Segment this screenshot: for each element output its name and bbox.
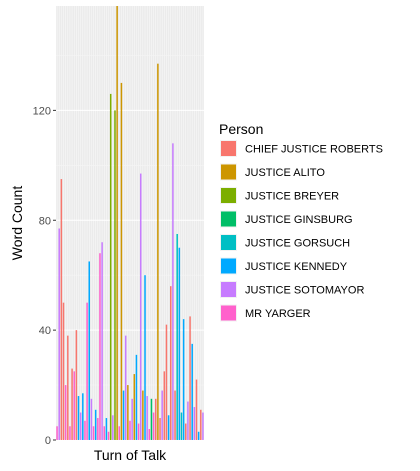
legend-key (221, 235, 236, 250)
bar (58, 228, 60, 440)
bar (73, 371, 75, 440)
legend-key (221, 188, 236, 203)
legend-label: CHIEF JUSTICE ROBERTS (245, 144, 383, 156)
legend-label: JUSTICE GORSUCH (245, 238, 350, 250)
bar (142, 390, 144, 440)
bar (193, 407, 196, 440)
bar (165, 324, 168, 440)
bar (146, 396, 148, 440)
bar (129, 420, 131, 440)
bar (154, 398, 157, 440)
bar (94, 409, 97, 440)
bar (176, 233, 178, 440)
bar (191, 343, 193, 440)
y-axis: 0 40 80 120 (33, 105, 56, 447)
legend-key (221, 305, 236, 321)
bar (148, 429, 151, 440)
y-tick-label: 80 (39, 215, 51, 227)
legend-label: JUSTICE BREYER (245, 191, 339, 203)
legend-key (221, 141, 236, 156)
bar (101, 242, 103, 440)
bar (180, 412, 183, 440)
bar (152, 412, 155, 440)
bar (86, 302, 88, 440)
bar (122, 390, 125, 440)
bar (120, 82, 123, 441)
bar (90, 398, 93, 440)
bar (135, 354, 138, 440)
x-axis-title: Turn of Talk (94, 447, 167, 463)
legend-label: JUSTICE SOTOMAYOR (245, 285, 364, 297)
bar (182, 319, 185, 440)
bar (137, 423, 140, 440)
bar (159, 418, 161, 440)
bar (172, 143, 174, 440)
bar (170, 286, 172, 440)
y-axis-title: Word Count (9, 186, 25, 261)
bar (131, 398, 133, 440)
legend-key (221, 258, 236, 274)
bar (127, 385, 129, 440)
bar (56, 426, 58, 440)
bar (99, 253, 101, 440)
bar (189, 316, 191, 440)
bar (118, 426, 121, 440)
legend-key (221, 282, 236, 297)
bar (109, 93, 112, 440)
bar (174, 390, 176, 440)
legend-label: JUSTICE KENNEDY (245, 261, 348, 273)
bar (112, 415, 114, 440)
bar (67, 335, 69, 440)
bar (62, 302, 65, 440)
bar (114, 110, 116, 440)
bar (185, 423, 187, 440)
bar (150, 398, 153, 440)
gridlines (56, 6, 206, 441)
bar (82, 393, 84, 440)
bar (79, 412, 82, 440)
legend-label: JUSTICE ALITO (245, 167, 325, 179)
y-tick-label: 40 (39, 325, 51, 337)
legend-label: MR YARGER (245, 308, 311, 320)
bar (84, 420, 86, 440)
bar (139, 173, 142, 441)
bar (163, 371, 166, 440)
bar (200, 409, 202, 440)
bar (97, 418, 99, 440)
legend-title: Person (219, 121, 263, 137)
bar (60, 179, 63, 440)
y-tick-label: 0 (45, 435, 51, 447)
bars (56, 6, 204, 441)
bar (144, 275, 146, 440)
bar (157, 63, 159, 441)
bar (92, 426, 95, 440)
legend-key (221, 164, 236, 180)
bar (133, 374, 136, 440)
bar (187, 401, 189, 440)
bar (197, 431, 200, 440)
bar (75, 330, 78, 440)
bar (64, 385, 67, 440)
bar (202, 412, 204, 440)
legend: Person CHIEF JUSTICE ROBERTS JUSTICE ALIT… (219, 121, 383, 322)
bar (161, 390, 163, 440)
legend-label: JUSTICE GINSBURG (245, 214, 353, 226)
bar (71, 368, 73, 440)
bar (77, 396, 80, 440)
bar (116, 6, 118, 440)
bar (167, 415, 170, 440)
bar (195, 379, 198, 440)
bar (178, 247, 181, 440)
bar (103, 426, 106, 440)
y-tick-label: 120 (33, 105, 51, 117)
bar (107, 431, 110, 440)
bar (88, 261, 90, 440)
bar (69, 426, 71, 440)
bar (105, 418, 108, 440)
bar (124, 335, 127, 440)
legend-key (221, 211, 236, 227)
